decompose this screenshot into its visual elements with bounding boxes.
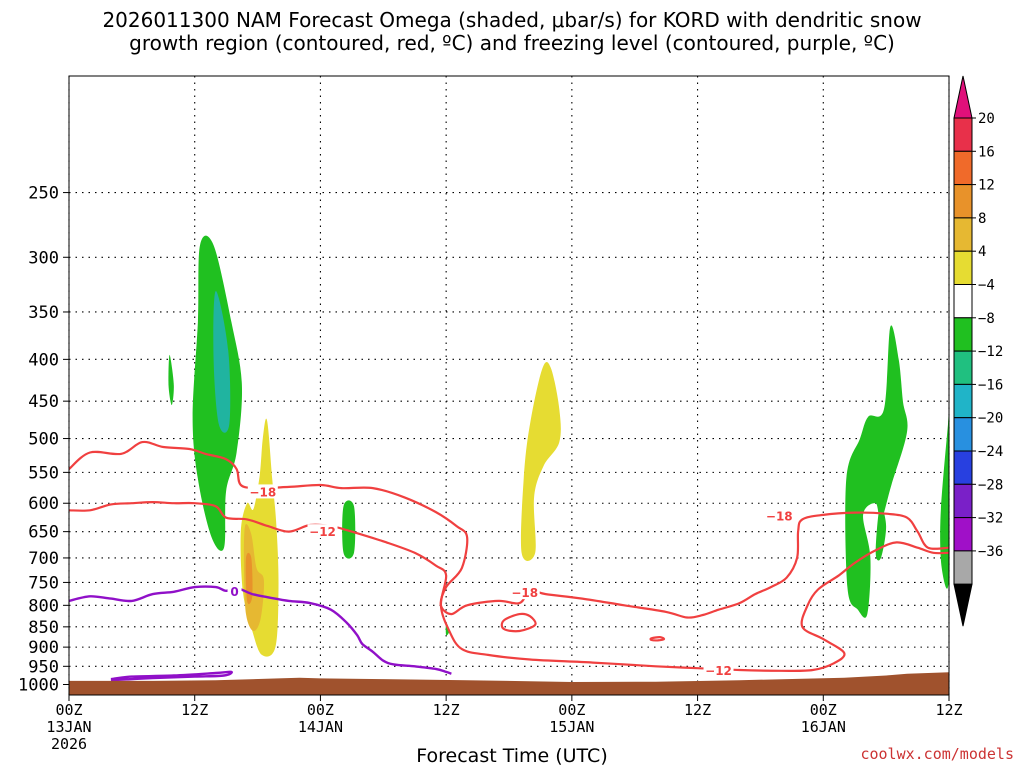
colorbar-label: −28 xyxy=(978,477,1003,493)
omega-region-3 xyxy=(342,500,356,559)
omega-region-5 xyxy=(243,524,265,632)
contour-label-bg xyxy=(247,484,278,499)
terrain xyxy=(69,672,949,695)
contour-label-bg xyxy=(307,524,338,539)
y-tick-label-550: 550 xyxy=(28,463,59,483)
dgz-contour-3 xyxy=(649,635,666,642)
colorbar-label: −16 xyxy=(978,377,1003,393)
colorbar-segment xyxy=(953,217,973,252)
omega-region-9 xyxy=(845,325,908,618)
y-tick-label-750: 750 xyxy=(28,573,59,593)
colorbar-label: 8 xyxy=(978,211,986,227)
colorbar-label: −36 xyxy=(978,544,1003,560)
colorbar-top-arrow xyxy=(953,75,973,119)
x-axis-label: Forecast Time (UTC) xyxy=(416,745,608,767)
colorbar-segment xyxy=(953,184,973,219)
omega-region-1 xyxy=(213,291,231,433)
contour-label: −12 xyxy=(309,525,336,539)
omega-region-2 xyxy=(168,354,174,406)
colorbar-segment xyxy=(953,150,973,186)
colorbar: 20 16 12 8 4 −4 −8 −12 −16 −20 −24 −28 −32 −36 xyxy=(953,75,1003,627)
y-tick-label-800: 800 xyxy=(28,596,59,616)
contour-label: −18 xyxy=(249,485,276,499)
dgz-contour-1 xyxy=(69,501,949,672)
colorbar-label: −32 xyxy=(978,511,1003,527)
colorbar-segment xyxy=(953,417,973,452)
chart-title-line-1: 2026011300 NAM Forecast Omega (shaded, μ… xyxy=(102,8,922,32)
contour-labels: −18 −12 −18 −18 −12 0 xyxy=(227,484,795,678)
colorbar-label: −24 xyxy=(978,444,1003,460)
plot-frame xyxy=(68,75,950,696)
credit-link[interactable]: coolwx.com/models xyxy=(860,745,1014,763)
dgz-contour-0 xyxy=(69,440,949,619)
colorbar-segment xyxy=(953,117,973,152)
x-tick-label: 00Z xyxy=(810,701,837,719)
x-tick-label: 00Z xyxy=(558,701,585,719)
x-tick-label: 00Z xyxy=(307,701,334,719)
contour-label: −18 xyxy=(511,586,538,600)
freezing-contour-0 xyxy=(69,585,452,675)
y-tick-label-950: 950 xyxy=(28,657,59,677)
y-tick-label-250: 250 xyxy=(28,184,59,204)
colorbar-label: −12 xyxy=(978,344,1003,360)
colorbar-segment xyxy=(953,250,973,285)
colorbar-label: −8 xyxy=(978,311,995,327)
y-tick-label-500: 500 xyxy=(28,430,59,450)
y-tick-label-900: 900 xyxy=(28,638,59,658)
colorbar-segment xyxy=(953,450,973,485)
x-tick-label: 12Z xyxy=(684,701,711,719)
colorbar-segment xyxy=(953,383,973,419)
y-tick-label-700: 700 xyxy=(28,549,59,569)
contour-label-bg xyxy=(509,585,540,600)
y-tick-label-1000: 1000 xyxy=(18,676,59,696)
x-tick-label: 12Z xyxy=(433,701,460,719)
y-axis-ticks: 2503003504004505005506006507007508008509… xyxy=(18,184,69,696)
y-tick-label-400: 400 xyxy=(28,350,59,370)
y-tick-label-450: 450 xyxy=(28,392,59,412)
omega-region-6 xyxy=(245,552,253,605)
contour-label-bg xyxy=(703,662,734,677)
x-tick-label: 13JAN xyxy=(46,718,91,736)
x-tick-label: 14JAN xyxy=(298,718,343,736)
x-tick-label: 2026 xyxy=(51,735,87,753)
dgz-contour-2 xyxy=(500,612,537,633)
x-tick-label: 12Z xyxy=(935,701,962,719)
colorbar-label: −4 xyxy=(978,278,995,294)
x-tick-label: 16JAN xyxy=(801,718,846,736)
colorbar-label: 16 xyxy=(978,144,995,160)
omega-shading xyxy=(168,235,949,657)
colorbar-label: 20 xyxy=(978,111,995,127)
colorbar-segment xyxy=(953,317,973,352)
contour-label-bg xyxy=(227,583,242,598)
x-tick-label: 15JAN xyxy=(549,718,594,736)
colorbar-label: 12 xyxy=(978,178,995,194)
terrain-fill xyxy=(69,672,949,695)
omega-region-11 xyxy=(940,403,949,589)
colorbar-label: −20 xyxy=(978,411,1003,427)
y-tick-label-350: 350 xyxy=(28,303,59,323)
colorbar-segment xyxy=(953,550,973,585)
x-tick-label: 00Z xyxy=(55,701,82,719)
contour-label: −18 xyxy=(766,510,793,524)
freezing-contour-1 xyxy=(110,670,233,682)
omega-region-7 xyxy=(520,362,561,561)
contour-label: 0 xyxy=(230,585,238,599)
colorbar-segment xyxy=(953,284,973,319)
colorbar-label: 4 xyxy=(978,244,986,260)
colorbar-segment xyxy=(953,483,973,519)
y-tick-label-600: 600 xyxy=(28,494,59,514)
contour-label-bg xyxy=(764,508,795,523)
colorbar-segment xyxy=(953,517,973,552)
contour-label: −12 xyxy=(705,664,732,678)
chart-title-line-2: growth region (contoured, red, ºC) and f… xyxy=(129,31,895,55)
colorbar-segment xyxy=(953,350,973,385)
contour-lines xyxy=(69,440,949,682)
y-tick-label-850: 850 xyxy=(28,618,59,638)
y-tick-label-300: 300 xyxy=(28,248,59,268)
x-tick-label: 12Z xyxy=(181,701,208,719)
colorbar-bottom-arrow xyxy=(953,583,973,627)
y-tick-label-650: 650 xyxy=(28,523,59,543)
